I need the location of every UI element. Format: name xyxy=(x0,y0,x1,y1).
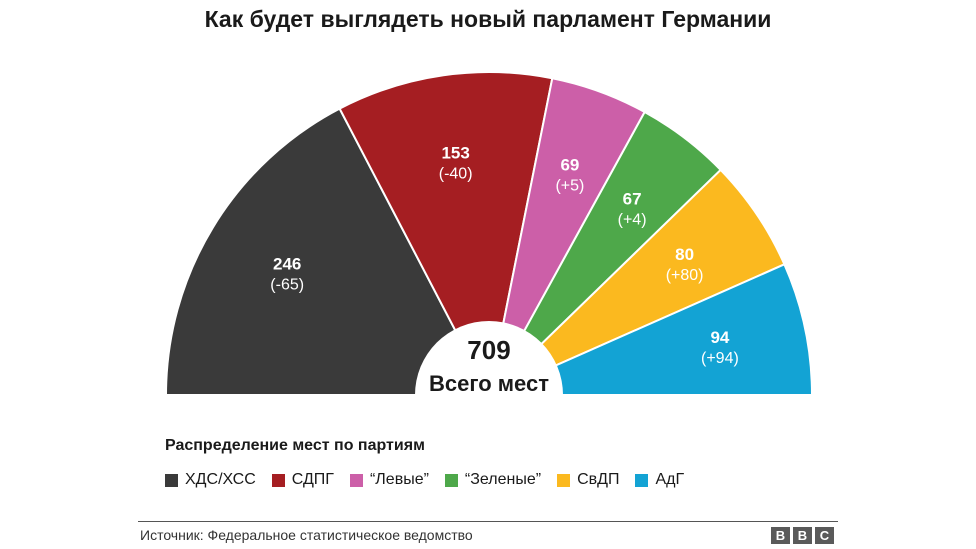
legend-swatch xyxy=(165,473,178,487)
legend-item: “Левые” xyxy=(349,471,429,489)
legend-swatch xyxy=(444,473,458,487)
slice-value-label: 94 xyxy=(710,328,729,347)
legend-label: СвДП xyxy=(577,471,620,488)
chart-title: Как будет выглядеть новый парламент Герм… xyxy=(204,6,772,32)
legend-swatch xyxy=(349,473,363,487)
slice-2 xyxy=(338,71,554,398)
slice-change-label: (+5) xyxy=(555,177,584,194)
slice-value-label: 67 xyxy=(623,189,642,208)
legend-item: СДПГ xyxy=(271,471,334,489)
legend-label: АдГ xyxy=(655,471,685,488)
legend-item: ХДС/ХСС xyxy=(165,471,256,489)
legend-label: ХДС/ХСС xyxy=(185,471,256,488)
slice-6 xyxy=(488,263,814,396)
legend-item: “Зеленые” xyxy=(444,471,542,489)
slice-1 xyxy=(164,107,491,396)
bbc-logo-letter: C xyxy=(815,527,834,544)
legend-title: Распределение мест по партиям xyxy=(165,437,425,454)
slice-value-label: 80 xyxy=(675,245,694,264)
slice-value-label: 246 xyxy=(273,255,301,274)
legend-swatch xyxy=(635,473,649,487)
slice-change-label: (+94) xyxy=(701,350,739,367)
slices-group xyxy=(164,71,814,398)
total-seats-label: Всего мест xyxy=(429,371,549,396)
slice-value-label: 69 xyxy=(560,155,579,174)
legend-item: АдГ xyxy=(635,471,684,489)
total-seats-value: 709 xyxy=(467,335,510,365)
legend: ХДС/ХСС СДПГ “Левые” “Зеленые” СвДП АдГ xyxy=(165,471,700,489)
bbc-logo-letter: B xyxy=(793,527,812,544)
slice-change-label: (-65) xyxy=(270,277,304,294)
source-divider xyxy=(138,521,838,522)
legend-label: “Зеленые” xyxy=(464,471,542,488)
legend-label: “Левые” xyxy=(369,471,429,488)
legend-item: СвДП xyxy=(557,471,619,489)
legend-swatch xyxy=(271,473,285,487)
slice-value-label: 153 xyxy=(441,143,469,162)
slice-change-label: (+80) xyxy=(666,267,704,284)
bbc-logo-letter: B xyxy=(771,527,790,544)
parliament-chart: 246 (-65) 153 (-40) 69 (+5) 67 (+4) 80 (+80) 94 (+9… xyxy=(164,71,814,430)
source-note: Источник: Федеральное статистическое вед… xyxy=(140,527,473,543)
legend-swatch xyxy=(557,473,571,487)
slice-labels-group: 246 (-65) 153 (-40) 69 (+5) 67 (+4) 80 (+80) 94 (+9… xyxy=(270,143,738,367)
slice-change-label: (-40) xyxy=(439,165,473,182)
legend-label: СДПГ xyxy=(291,471,334,488)
slice-change-label: (+4) xyxy=(618,211,647,228)
center-hole xyxy=(415,321,563,430)
bbc-logo: B B C xyxy=(768,527,834,544)
